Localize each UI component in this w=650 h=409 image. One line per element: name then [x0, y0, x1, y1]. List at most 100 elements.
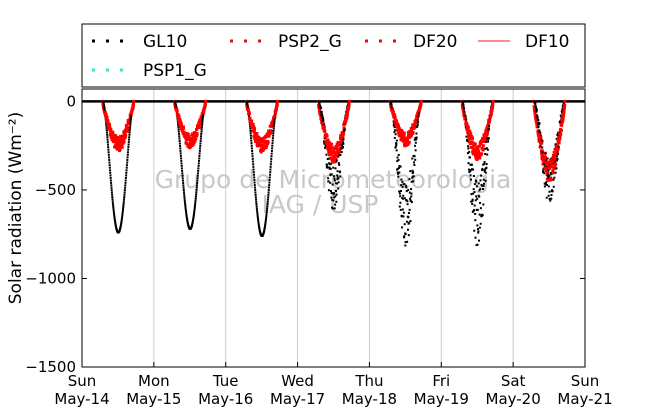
gl10-point [398, 205, 401, 208]
gl10-point [125, 164, 128, 167]
y-tick-label: −500 [35, 181, 76, 199]
gl10-point [181, 179, 184, 182]
gl10-point [487, 137, 490, 140]
df20-point [257, 144, 261, 148]
gl10-point [563, 102, 566, 105]
gl10-point [199, 144, 202, 147]
gl10-point [537, 126, 540, 129]
gl10-point [334, 182, 337, 185]
gl10-point [256, 216, 259, 219]
gl10-point [103, 107, 106, 110]
df20-point [552, 167, 556, 171]
gl10-point [397, 172, 400, 175]
df20-point [488, 119, 492, 123]
df20-point [539, 135, 543, 139]
df20-point [203, 102, 207, 106]
gl10-point [257, 220, 260, 223]
x-tick-label-date: May-19 [414, 390, 469, 408]
df20-point [114, 134, 118, 138]
gl10-point [337, 187, 340, 190]
gl10-point [198, 154, 201, 157]
gl10-point [253, 186, 256, 189]
gl10-point [327, 189, 330, 192]
gl10-point [124, 179, 127, 182]
df20-point [476, 145, 480, 149]
df20-point [558, 134, 562, 138]
gl10-point [266, 207, 269, 210]
df20-point [538, 133, 542, 137]
gl10-point [414, 149, 417, 152]
df20-point [333, 154, 337, 158]
gl10-point [256, 213, 259, 216]
gl10-point [111, 202, 114, 205]
gl10-point [129, 118, 132, 121]
gl10-point [192, 215, 195, 218]
gl10-point [336, 176, 339, 179]
df20-point [559, 132, 563, 136]
gl10-point [551, 189, 554, 192]
gl10-point [472, 168, 475, 171]
gl10-point [472, 188, 475, 191]
gl10-point [416, 119, 419, 122]
gl10-point [482, 203, 485, 206]
legend-item: GL10 [92, 32, 187, 52]
gl10-point [396, 160, 399, 163]
gl10-point [250, 142, 253, 145]
gl10-point [249, 134, 252, 137]
gl10-point [174, 102, 177, 105]
gl10-point [394, 145, 397, 148]
x-tick-label-date: May-14 [54, 390, 109, 408]
df20-point [273, 114, 277, 118]
gl10-point [487, 138, 490, 141]
gl10-point [392, 123, 395, 126]
gl10-point [272, 132, 275, 135]
gl10-point [395, 144, 398, 147]
gl10-point [268, 181, 271, 184]
gl10-point [130, 114, 133, 117]
gl10-point [253, 176, 256, 179]
gl10-point [535, 108, 538, 111]
legend-swatch [379, 39, 382, 43]
gl10-point [484, 152, 487, 155]
df20-point [547, 178, 551, 182]
df20-point [479, 152, 483, 156]
df20-point [104, 113, 108, 117]
df20-point [544, 155, 548, 159]
gl10-point [542, 171, 545, 174]
gl10-point [406, 200, 409, 203]
df20-point [185, 142, 189, 146]
df20-point [535, 118, 539, 122]
gl10-point [110, 181, 113, 184]
df20-point [195, 132, 199, 136]
gl10-point [246, 102, 249, 105]
gl10-point [471, 202, 474, 205]
gl10-point [184, 203, 187, 206]
df20-point [260, 143, 264, 147]
gl10-point [271, 142, 274, 145]
df20-point [461, 105, 465, 109]
df20-point [483, 136, 487, 140]
gl10-point [127, 143, 130, 146]
gl10-point [105, 131, 108, 134]
gl10-point [326, 158, 329, 161]
gl10-point [484, 179, 487, 182]
gl10-point [174, 103, 177, 106]
gl10-point [185, 216, 188, 219]
gl10-point [254, 191, 257, 194]
gl10-point [255, 200, 258, 203]
gl10-point [342, 141, 345, 144]
y-axis-label: Solar radiation (Wm⁻²) [6, 112, 26, 304]
gl10-point [399, 165, 402, 168]
gl10-point [193, 210, 196, 213]
legend-swatch [120, 68, 123, 72]
gl10-point [180, 164, 183, 167]
gl10-point [539, 131, 542, 134]
legend-item: DF20 [365, 32, 458, 52]
df20-point [271, 119, 275, 123]
gl10-point [411, 157, 414, 160]
gl10-point [103, 109, 106, 112]
legend-box [81, 23, 586, 88]
gl10-point [106, 136, 109, 139]
df20-point [419, 102, 423, 106]
df20-point [481, 148, 485, 152]
